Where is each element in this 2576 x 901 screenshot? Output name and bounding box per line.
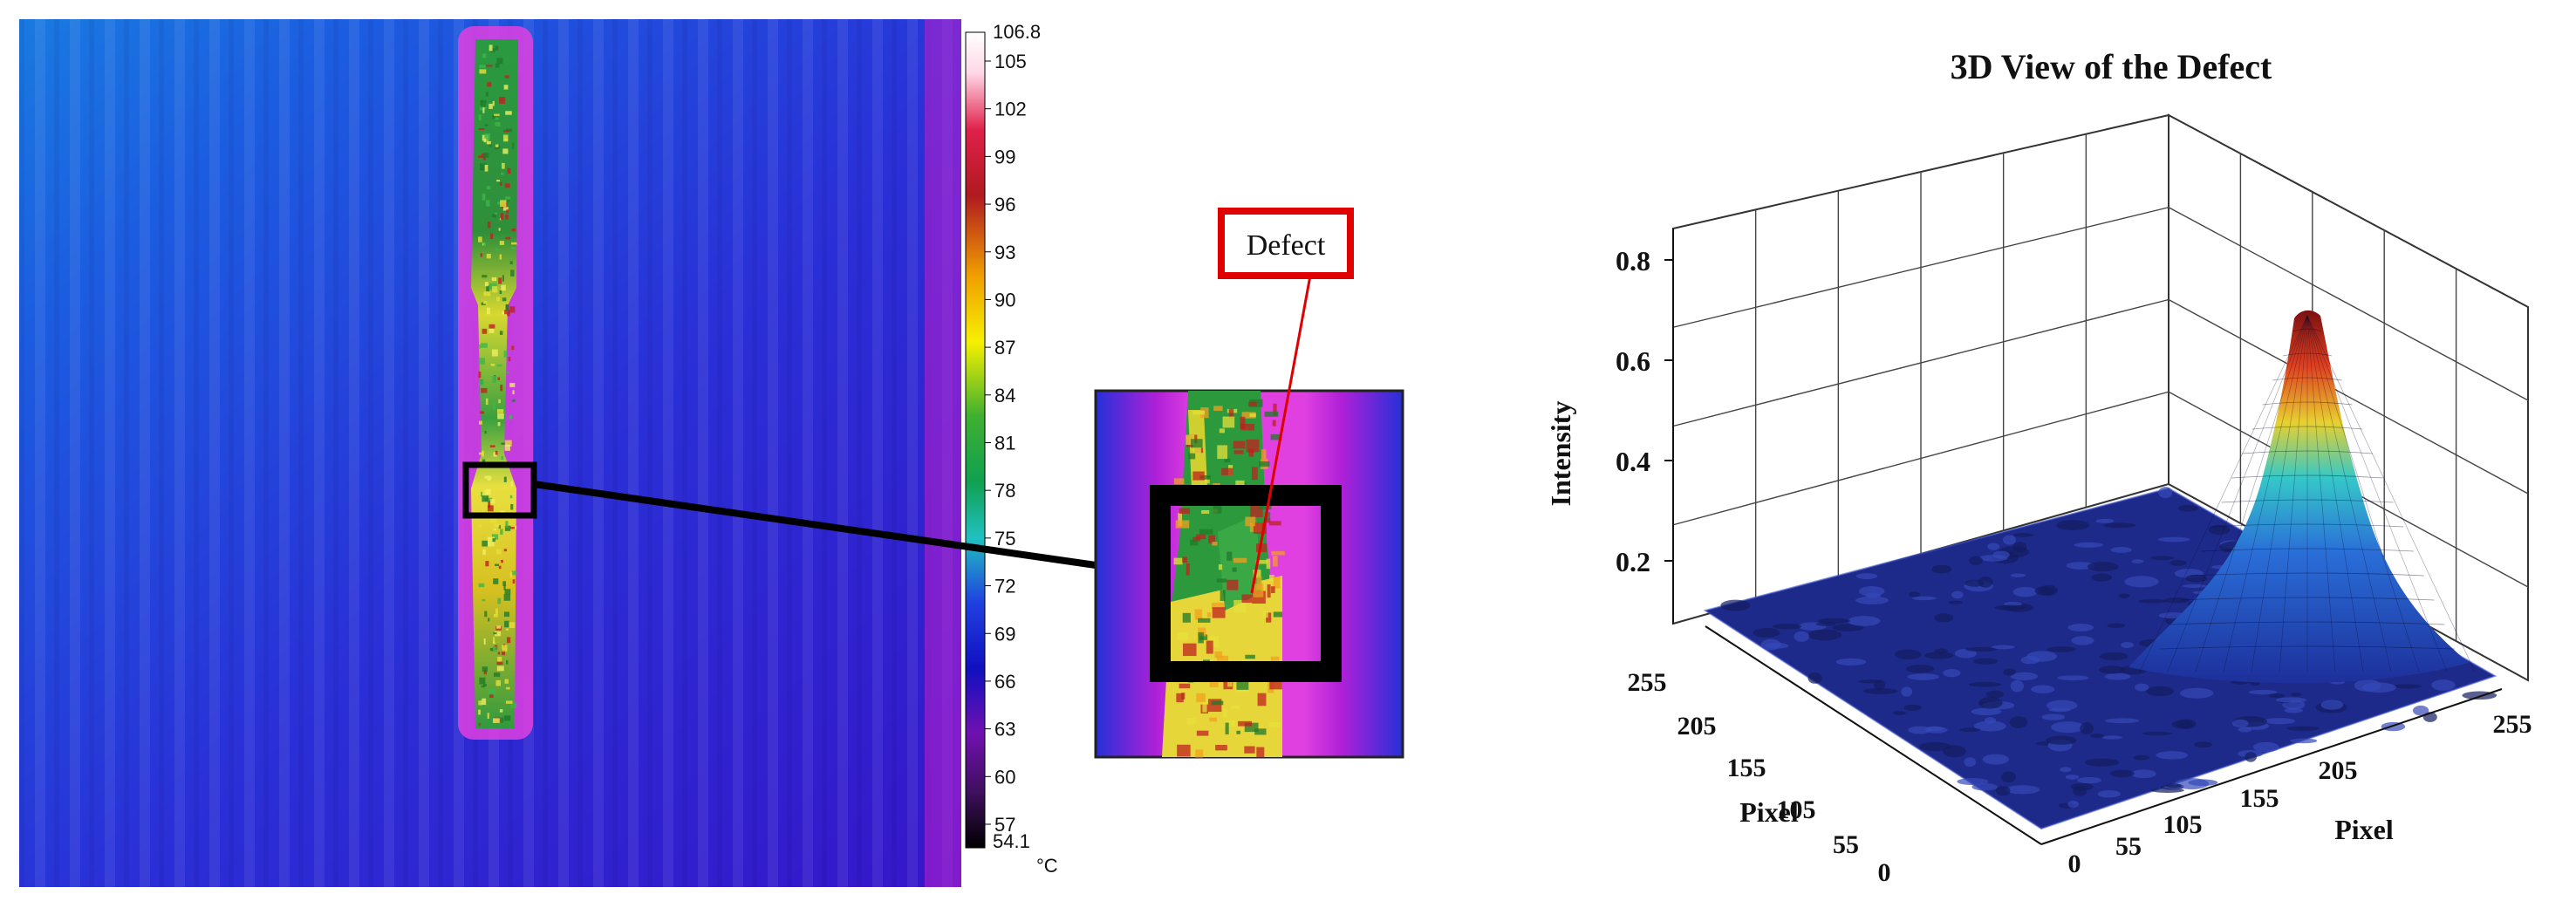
left-tick-label: 105 bbox=[1777, 795, 1816, 824]
defect-label-box bbox=[1218, 208, 1354, 279]
inset-defect-frame bbox=[1150, 485, 1342, 682]
right-axis-label: Pixel bbox=[2334, 814, 2394, 845]
left-axis-label: Pixel bbox=[1739, 796, 1799, 828]
right-tick-label: 55 bbox=[2115, 832, 2142, 861]
z-tick-label: 0.2 bbox=[1616, 546, 1650, 577]
right-tick-label: 155 bbox=[2240, 784, 2279, 813]
colorbar-tick-label: 96 bbox=[994, 194, 1015, 215]
z-tick-label: 0.8 bbox=[1616, 245, 1650, 276]
right-pixel-axis-ticks: 0 55 105 155 205 255 bbox=[2068, 710, 2532, 878]
left-tick-label: 155 bbox=[1727, 754, 1766, 782]
thermal-image bbox=[19, 19, 961, 887]
left-tick-label: 55 bbox=[1833, 830, 1859, 859]
surface-peak-mesh bbox=[2139, 315, 2476, 672]
colorbar-tick-label: 84 bbox=[994, 385, 1015, 406]
right-tick-label: 0 bbox=[2068, 850, 2081, 878]
left-tick-label: 205 bbox=[1677, 712, 1717, 741]
colorbar-tick-label: 75 bbox=[994, 528, 1015, 549]
colorbar-tick-label: 87 bbox=[994, 337, 1015, 358]
colorbar-tick-label: 102 bbox=[994, 99, 1027, 120]
colorbar-tick-label: 66 bbox=[994, 671, 1015, 693]
right-tick-label: 255 bbox=[2493, 710, 2532, 739]
left-pixel-axis-ticks: 255 205 155 105 55 0 bbox=[1628, 668, 1891, 887]
surface-peak bbox=[2128, 310, 2469, 684]
defect-region-marker bbox=[462, 461, 537, 519]
colorbar-tick-label: 57 bbox=[994, 814, 1015, 836]
plot-back-wall-right bbox=[2168, 113, 2529, 682]
z-axis-label: Intensity bbox=[1545, 401, 1576, 507]
defect-label: Defect bbox=[1247, 229, 1326, 262]
surface-plot: 3D View of the Defect 0.8 0.6 0.4 0.2 Inten… bbox=[1545, 47, 2532, 887]
defect-callout: Defect bbox=[1218, 208, 1354, 594]
colorbar-tick-label: 69 bbox=[994, 623, 1015, 645]
colorbar-tick-label: 105 bbox=[994, 51, 1027, 72]
plot-title: 3D View of the Defect bbox=[1951, 47, 2272, 86]
left-tick-label: 255 bbox=[1628, 668, 1667, 697]
right-tick-label: 205 bbox=[2319, 756, 2358, 785]
left-tick-label: 0 bbox=[1878, 858, 1891, 887]
colorbar-max-label: 106.8 bbox=[993, 21, 1041, 43]
colorbar-unit: °C bbox=[1036, 855, 1058, 877]
colorbar-min-label: 54.1 bbox=[993, 830, 1030, 852]
colorbar-tick-label: 78 bbox=[994, 480, 1015, 502]
zoom-inset bbox=[1094, 389, 1404, 759]
colorbar-tick-label: 60 bbox=[994, 766, 1015, 788]
colorbar-tick-label: 72 bbox=[994, 576, 1015, 597]
temperature-colorbar: 105 102 99 96 93 90 87 84 81 78 75 72 69 66 63 60 57 106… bbox=[965, 21, 1058, 877]
defect-pointer-line bbox=[1250, 275, 1312, 594]
colorbar-tick-label: 63 bbox=[994, 719, 1015, 741]
colorbar-tick-label: 81 bbox=[994, 433, 1015, 454]
z-axis-ticks: 0.8 0.6 0.4 0.2 bbox=[1616, 245, 1673, 577]
connector-line bbox=[533, 481, 1097, 569]
specimen-texture bbox=[478, 44, 517, 727]
colorbar-tick-label: 90 bbox=[994, 289, 1015, 311]
colorbar-tick-label: 99 bbox=[994, 146, 1015, 167]
colorbar-tick-label: 93 bbox=[994, 242, 1015, 263]
right-tick-label: 105 bbox=[2163, 810, 2203, 839]
z-tick-label: 0.4 bbox=[1616, 446, 1650, 477]
z-tick-label: 0.6 bbox=[1616, 345, 1650, 377]
